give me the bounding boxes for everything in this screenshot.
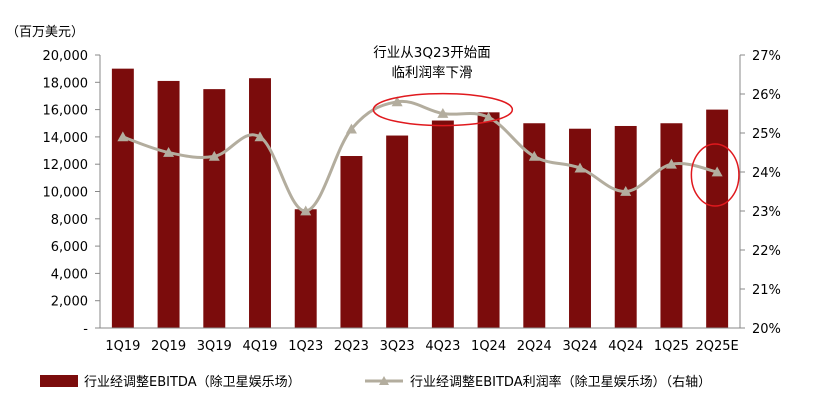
y-tick-label: 8,000 bbox=[51, 213, 88, 228]
y-tick-label: 14,000 bbox=[43, 131, 89, 146]
legend: 行业经调整EBITDA（除卫星娱乐场） 行业经调整EBITDA利润率（除卫星娱乐… bbox=[40, 374, 711, 390]
annotation-line-1: 行业从3Q23开始面 bbox=[373, 45, 490, 61]
bar-1Q25 bbox=[660, 123, 683, 328]
y-axis-left: - 2,000 4,000 6,000 8,000 10,000 12,000 14,000 1… bbox=[43, 49, 101, 337]
margin-point-1Q25 bbox=[665, 158, 677, 169]
margin-line bbox=[122, 99, 718, 213]
bar-1Q19 bbox=[111, 68, 134, 329]
bar-2Q19 bbox=[157, 80, 180, 328]
margin-point-2Q24 bbox=[528, 150, 540, 161]
bar-1Q24 bbox=[477, 112, 500, 328]
y2-tick-label: 23% bbox=[752, 205, 781, 220]
x-tick-label: 1Q24 bbox=[471, 339, 506, 354]
y-tick-label: 4,000 bbox=[51, 267, 88, 282]
bar-3Q19 bbox=[203, 89, 226, 328]
x-tick-label: 3Q23 bbox=[380, 339, 415, 354]
highlight-ellipses bbox=[372, 92, 740, 207]
margin-point-4Q24 bbox=[620, 186, 632, 196]
highlight-ellipse-2q25e bbox=[690, 143, 740, 207]
x-tick-label: 1Q19 bbox=[105, 339, 140, 354]
y2-tick-label: 24% bbox=[752, 166, 781, 181]
bar-4Q19 bbox=[249, 78, 271, 328]
bar-3Q23 bbox=[386, 135, 409, 328]
margin-point-2Q23 bbox=[345, 123, 357, 134]
x-tick-label: 2Q23 bbox=[334, 339, 369, 354]
x-tick-label: 2Q25E bbox=[696, 339, 739, 354]
legend-line-marker bbox=[379, 376, 389, 385]
highlight-ellipse-3q23-1q24 bbox=[372, 92, 514, 127]
y2-tick-label: 27% bbox=[752, 49, 781, 64]
margin-point-4Q23 bbox=[437, 108, 449, 118]
y-tick-label: 12,000 bbox=[43, 158, 89, 173]
y2-tick-label: 26% bbox=[752, 88, 781, 103]
x-tick-label: 4Q19 bbox=[242, 339, 277, 354]
y-unit-label: （百万美元） bbox=[6, 25, 84, 40]
legend-bar-label: 行业经调整EBITDA（除卫星娱乐场） bbox=[84, 375, 301, 390]
bar-2Q23 bbox=[340, 156, 363, 328]
x-tick-label: 4Q23 bbox=[425, 339, 460, 354]
bar-3Q24 bbox=[569, 128, 591, 328]
legend-bar-swatch bbox=[40, 375, 78, 387]
y2-tick-label: 22% bbox=[752, 244, 781, 259]
x-tick-label: 3Q24 bbox=[562, 339, 597, 354]
y2-tick-label: 25% bbox=[752, 127, 781, 142]
bar-2Q25E bbox=[706, 109, 729, 328]
bar-4Q24 bbox=[614, 125, 637, 328]
margin-point-2Q19 bbox=[163, 147, 175, 157]
margin-point-1Q24 bbox=[483, 111, 495, 122]
margin-point-2Q25E bbox=[711, 166, 723, 177]
y-tick-label: 20,000 bbox=[43, 49, 89, 64]
annotation: 行业从3Q23开始面 临利润率下滑 bbox=[373, 45, 490, 81]
margin-point-3Q19 bbox=[208, 150, 220, 161]
x-tick-label: 1Q25 bbox=[654, 339, 689, 354]
y-axis-right: 20% 21% 22% 23% 24% 25% 26% 27% bbox=[739, 49, 781, 337]
bar-series bbox=[111, 68, 729, 329]
x-tick-label: 2Q19 bbox=[151, 339, 186, 354]
x-tick-label: 1Q23 bbox=[288, 339, 323, 354]
margin-point-3Q24 bbox=[574, 162, 586, 173]
x-tick-label: 4Q24 bbox=[608, 339, 643, 354]
y-tick-label: 18,000 bbox=[43, 76, 89, 91]
y-tick-label: - bbox=[83, 322, 88, 337]
x-tick-label: 3Q19 bbox=[197, 339, 232, 354]
y-tick-label: 16,000 bbox=[43, 104, 89, 119]
margin-point-1Q23 bbox=[300, 205, 312, 216]
y-tick-label: 2,000 bbox=[51, 295, 88, 310]
bar-2Q24 bbox=[523, 123, 546, 328]
annotation-line-2: 临利润率下滑 bbox=[392, 64, 473, 81]
bar-1Q23 bbox=[294, 209, 317, 328]
x-tick-label: 2Q24 bbox=[517, 339, 552, 354]
margin-line-series bbox=[117, 96, 723, 216]
y2-tick-label: 21% bbox=[752, 283, 781, 298]
y-tick-label: 10,000 bbox=[43, 186, 89, 201]
legend-line-label: 行业经调整EBITDA利润率（除卫星娱乐场）（右轴） bbox=[410, 374, 711, 390]
y2-tick-label: 20% bbox=[752, 322, 781, 337]
margin-point-3Q23 bbox=[391, 96, 403, 107]
bar-4Q23 bbox=[431, 120, 454, 329]
margin-point-4Q19 bbox=[254, 131, 266, 142]
x-axis: 1Q19 2Q19 3Q19 4Q19 1Q23 2Q23 3Q23 4Q23 1Q24 2Q24… bbox=[100, 327, 740, 354]
margin-point-1Q19 bbox=[117, 131, 129, 142]
y-tick-label: 6,000 bbox=[51, 240, 88, 255]
